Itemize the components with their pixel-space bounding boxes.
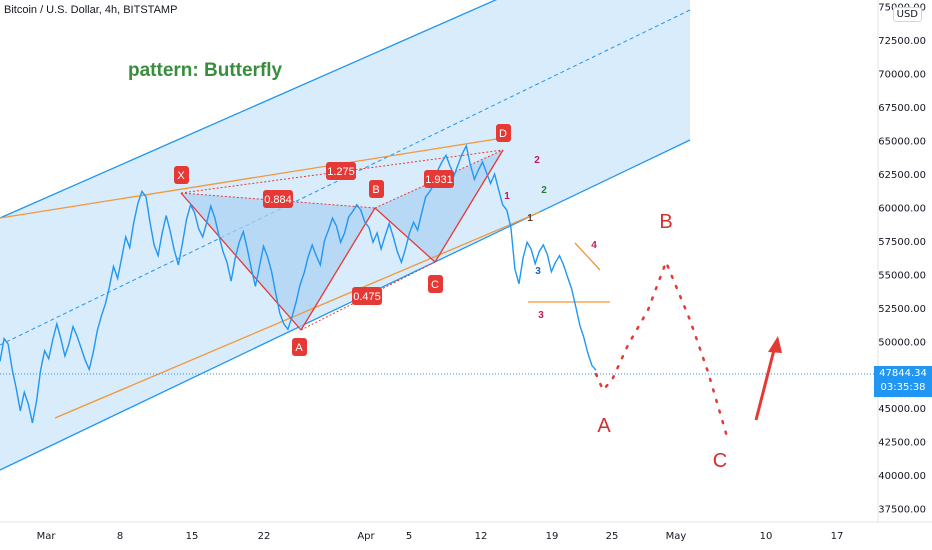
ratio-xd-label: 1.275 (327, 166, 355, 178)
ratio-xb-box (263, 190, 293, 208)
orange-lower-trendline[interactable] (54, 211, 541, 419)
projection-a-label: A (597, 415, 611, 437)
ratio-labels: 1.275 0.884 1.931 0.475 (263, 162, 454, 305)
point-x-box (174, 166, 189, 184)
y-tick-label: 70000.00 (878, 70, 926, 81)
ratio-bd-label: 1.931 (425, 174, 453, 186)
point-d-box (496, 124, 511, 142)
channel-median-line[interactable] (0, 9, 691, 346)
ratio-bd-box (424, 170, 454, 188)
x-tick-label: May (666, 531, 687, 542)
current-price-value: 47844.34 (879, 368, 927, 379)
projection-c-label: C (713, 450, 727, 472)
countdown-value: 03:35:38 (880, 382, 926, 393)
wave-label-3b: 3 (535, 266, 541, 277)
projection-b-label: B (659, 211, 672, 233)
point-a-label: A (295, 342, 303, 354)
harmonic-triangle-xab (181, 193, 375, 330)
y-tick-label: 37500.00 (878, 505, 926, 516)
wave-label-2b: 2 (541, 185, 547, 196)
x-axis-ticks: Mar 8 15 22 Apr 5 12 19 25 May 10 17 (37, 531, 844, 542)
bullish-arrow-head (768, 336, 782, 353)
y-tick-label: 62500.00 (878, 170, 926, 181)
y-tick-label: 60000.00 (878, 203, 926, 214)
point-a-box (292, 338, 307, 356)
ratio-ac-box (352, 287, 382, 305)
y-tick-label: 55000.00 (878, 270, 926, 281)
channel-upper-line[interactable] (0, 0, 500, 219)
point-b-label: B (372, 184, 379, 196)
wave-labels: 1 2 3 4 1 2 3 (504, 155, 597, 321)
wave-label-3: 3 (538, 310, 544, 321)
ratio-xd-box (326, 162, 356, 180)
price-series-line[interactable] (0, 143, 597, 424)
x-tick-label: 5 (406, 531, 412, 542)
x-tick-label: 10 (760, 531, 773, 542)
bullish-arrow-shaft[interactable] (754, 345, 777, 421)
y-tick-label: 72500.00 (878, 36, 926, 47)
wave-label-4: 4 (591, 240, 597, 251)
x-tick-label: 15 (186, 531, 199, 542)
y-tick-label: 45000.00 (878, 404, 926, 415)
orange-upper-trendline[interactable] (0, 137, 504, 219)
y-tick-label: 42500.00 (878, 438, 926, 449)
wave-label-2: 2 (534, 155, 540, 166)
pattern-title: pattern: Butterfly (128, 60, 283, 81)
x-tick-label: 22 (258, 531, 271, 542)
harmonic-triangle-bcd (375, 150, 503, 262)
y-tick-label: 40000.00 (878, 471, 926, 482)
point-c-box (428, 275, 443, 293)
y-tick-label: 50000.00 (878, 337, 926, 348)
wave-label-1b: 1 (527, 213, 533, 224)
y-tick-label: 52500.00 (878, 304, 926, 315)
point-b-box (369, 180, 384, 198)
point-c-label: C (431, 279, 439, 291)
x-tick-label: 12 (475, 531, 488, 542)
x-tick-label: Mar (37, 531, 57, 542)
projection-labels: A B C (597, 211, 727, 472)
x-tick-label: 8 (117, 531, 123, 542)
y-axis-ticks: 75000.0072500.0070000.0067500.0065000.00… (878, 3, 926, 516)
y-tick-label: 65000.00 (878, 137, 926, 148)
x-tick-label: 17 (831, 531, 844, 542)
ratio-ac-label: 0.475 (353, 291, 381, 303)
point-x-label: X (177, 170, 185, 182)
point-d-label: D (499, 128, 507, 140)
x-tick-label: 25 (606, 531, 619, 542)
orange-triangle-top[interactable] (574, 242, 601, 271)
current-price-tag: 47844.34 03:35:38 (874, 366, 932, 397)
x-tick-label: 19 (546, 531, 559, 542)
y-tick-label: 67500.00 (878, 103, 926, 114)
channel-lower-line[interactable] (0, 139, 691, 471)
x-tick-label: Apr (357, 531, 375, 542)
currency-button[interactable]: USD (892, 7, 922, 22)
symbol-title: Bitcoin / U.S. Dollar, 4h, BITSTAMP (4, 4, 178, 16)
y-tick-label: 57500.00 (878, 237, 926, 248)
harmonic-lines (180, 149, 504, 331)
wave-label-1: 1 (504, 191, 510, 202)
point-labels: X A B C D (174, 124, 511, 356)
ratio-xb-label: 0.884 (264, 194, 292, 206)
projection-path (594, 258, 730, 442)
